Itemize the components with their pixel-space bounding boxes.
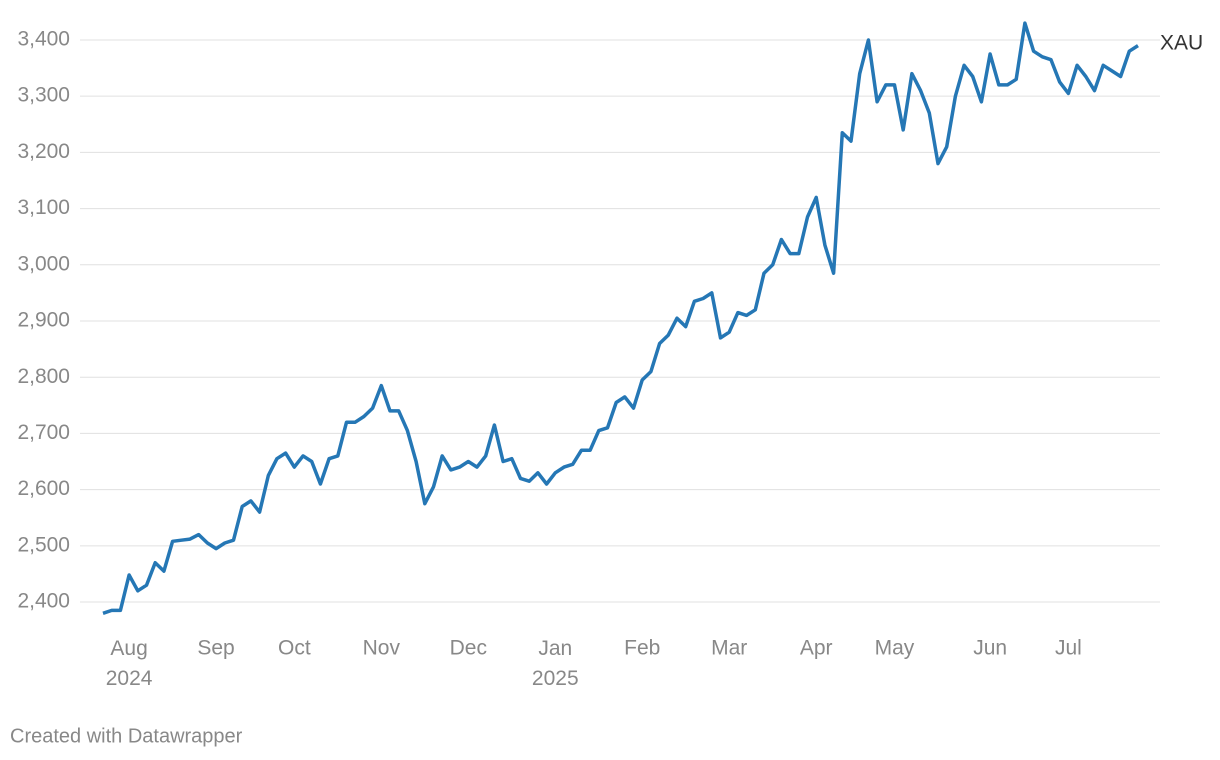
- x-tick-label: Dec: [450, 637, 487, 660]
- y-tick-label: 2,500: [17, 533, 70, 556]
- series-label: XAU: [1160, 32, 1203, 55]
- y-tick-label: 3,000: [17, 252, 70, 275]
- x-tick-label-line: 2025: [532, 667, 579, 690]
- x-tick-label-line: 2024: [106, 667, 153, 690]
- y-tick-label: 2,900: [17, 309, 70, 332]
- x-tick-label: Jan 2025: [532, 637, 579, 690]
- x-tick-label: Nov: [363, 637, 401, 660]
- y-tick-label: 2,600: [17, 477, 70, 500]
- y-tick-label: 3,100: [17, 196, 70, 219]
- x-tick-label-line: Aug: [110, 637, 147, 660]
- x-tick-label: Feb: [624, 637, 660, 660]
- y-tick-label: 3,200: [17, 140, 70, 163]
- x-tick-label: Aug 2024: [106, 637, 153, 690]
- x-tick-label: Oct: [278, 637, 311, 660]
- x-tick-label: May: [875, 637, 915, 660]
- line: [102, 21, 1139, 615]
- x-tick-label: Mar: [711, 637, 747, 660]
- y-tick-label: 2,400: [17, 590, 70, 613]
- x-tick-label: Apr: [800, 637, 833, 660]
- x-tick-label: Jun: [973, 637, 1007, 660]
- y-tick-label: 2,800: [17, 365, 70, 388]
- x-tick-label-line: Jan: [538, 637, 572, 660]
- x-tick-label: Jul: [1055, 637, 1082, 660]
- x-tick-label: Sep: [197, 637, 234, 660]
- y-tick-label: 2,700: [17, 421, 70, 444]
- y-tick-label: 3,300: [17, 84, 70, 107]
- credit: Created with Datawrapper: [10, 725, 243, 747]
- y-tick-label: 3,400: [17, 28, 70, 51]
